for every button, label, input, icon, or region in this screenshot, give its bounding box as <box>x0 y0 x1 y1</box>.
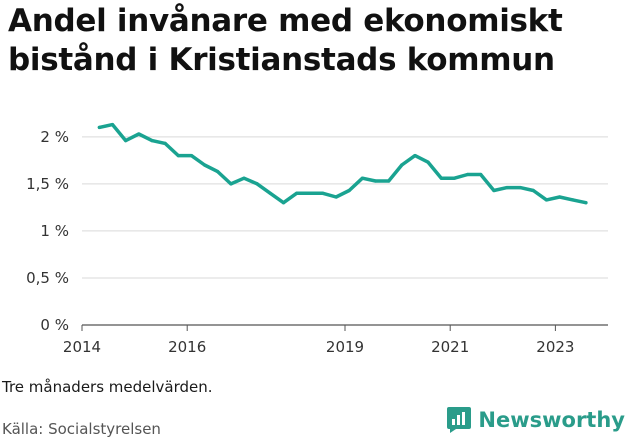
data-point <box>124 139 128 143</box>
data-point <box>308 191 312 195</box>
data-point <box>203 163 207 167</box>
x-tick-label: 2019 <box>326 338 364 356</box>
y-tick-label: 0,5 % <box>26 269 69 287</box>
data-point <box>505 186 509 190</box>
data-point <box>400 163 404 167</box>
data-point <box>518 186 522 190</box>
data-point <box>479 172 483 177</box>
x-axis: 2014 2016 2019 2021 2023 <box>63 324 608 356</box>
newsworthy-logo-icon <box>447 407 472 433</box>
line-chart: 0 % 0,5 % 1 % 1,5 % 2 % 2014 2016 2019 2021 2023 <box>26 122 608 356</box>
series-line <box>97 122 588 205</box>
data-point <box>571 198 575 202</box>
data-point <box>439 176 443 180</box>
data-point <box>137 132 141 136</box>
data-point <box>492 188 496 193</box>
y-tick-label: 1,5 % <box>26 175 69 193</box>
data-point <box>531 188 535 193</box>
data-point <box>229 182 233 186</box>
data-point <box>373 179 378 183</box>
brand-logo: Newsworthy <box>446 406 625 434</box>
data-point <box>334 195 338 199</box>
data-point <box>281 201 286 205</box>
x-tick-label: 2016 <box>168 338 206 356</box>
data-point <box>360 176 364 180</box>
y-tick-label: 1 % <box>40 222 69 240</box>
data-point <box>242 176 246 180</box>
y-tick-label: 0 % <box>40 316 69 334</box>
data-point <box>216 170 220 174</box>
data-point <box>176 154 180 158</box>
y-tick-label: 2 % <box>40 128 69 146</box>
data-point <box>584 201 588 205</box>
x-tick-label: 2014 <box>63 338 101 356</box>
series-layer <box>97 122 588 205</box>
data-point <box>558 195 562 199</box>
data-point <box>189 154 193 158</box>
data-point <box>268 191 272 195</box>
chart-title: Andel invånare med ekonomiskt bistånd i … <box>8 3 563 78</box>
data-point <box>426 160 430 164</box>
data-point <box>347 188 351 193</box>
x-tick-label: 2023 <box>536 338 574 356</box>
data-point <box>387 179 391 183</box>
data-point <box>255 182 259 186</box>
data-point <box>295 191 299 195</box>
chart-note: Tre månaders medelvärden. <box>2 378 213 396</box>
data-point <box>163 141 167 145</box>
brand-name: Newsworthy <box>478 408 625 432</box>
x-tick-label: 2021 <box>431 338 469 356</box>
gridlines <box>82 136 608 279</box>
data-point <box>321 191 325 195</box>
data-point <box>97 125 101 129</box>
data-point <box>466 172 470 177</box>
data-point <box>452 176 456 180</box>
data-point <box>110 123 115 127</box>
source-text: Källa: Socialstyrelsen <box>2 420 161 438</box>
data-point <box>150 139 154 143</box>
y-axis-ticks: 0 % 0,5 % 1 % 1,5 % 2 % <box>26 128 69 334</box>
data-point <box>544 198 549 202</box>
data-point <box>413 154 417 158</box>
